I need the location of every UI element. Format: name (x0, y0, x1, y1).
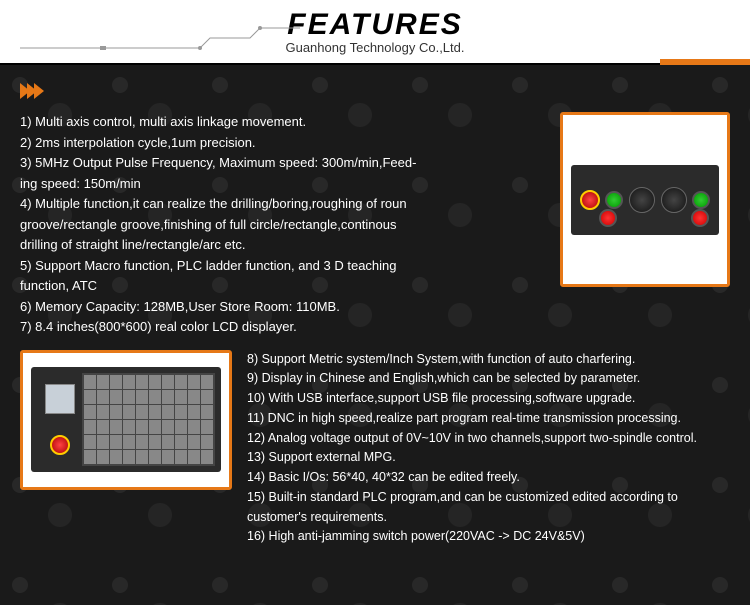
control-panel-large (31, 367, 221, 472)
red-button-icon (691, 209, 709, 227)
feature-item: drilling of straight line/rectangle/arc … (20, 235, 545, 255)
feature-item: 4) Multiple function,it can realize the … (20, 194, 545, 214)
feature-item: 16) High anti-jamming switch power(220VA… (247, 527, 730, 546)
circuit-decoration (20, 23, 300, 53)
features-list-top: 1) Multi axis control, multi axis linkag… (20, 112, 545, 338)
dial-icon (629, 187, 655, 213)
chevron-icon (20, 83, 730, 104)
top-row: 1) Multi axis control, multi axis linkag… (20, 112, 730, 338)
feature-item: 6) Memory Capacity: 128MB,User Store Roo… (20, 297, 545, 317)
panel-left-section (37, 373, 82, 466)
product-image-2 (20, 350, 232, 490)
red-button-icon (599, 209, 617, 227)
dial-icon (661, 187, 687, 213)
green-button-icon (605, 191, 623, 209)
feature-item: 10) With USB interface,support USB file … (247, 389, 730, 408)
accent-bar (660, 59, 750, 65)
product-image-1 (560, 112, 730, 287)
features-list-bottom: 8) Support Metric system/Inch System,wit… (247, 350, 730, 548)
feature-item: ing speed: 150m/min (20, 174, 545, 194)
estop-button-icon (580, 190, 600, 210)
control-panel-small (571, 165, 719, 235)
keypad-icon (82, 373, 215, 466)
feature-item: 9) Display in Chinese and English,which … (247, 369, 730, 388)
feature-item: 14) Basic I/Os: 56*40, 40*32 can be edit… (247, 468, 730, 487)
feature-item: 2) 2ms interpolation cycle,1um precision… (20, 133, 545, 153)
feature-item: 15) Built-in standard PLC program,and ca… (247, 488, 730, 507)
bottom-row: 8) Support Metric system/Inch System,wit… (20, 350, 730, 548)
screen-icon (45, 384, 75, 414)
feature-item: customer's requirements. (247, 508, 730, 527)
feature-item: 1) Multi axis control, multi axis linkag… (20, 112, 545, 132)
feature-item: 3) 5MHz Output Pulse Frequency, Maximum … (20, 153, 545, 173)
main-content: 1) Multi axis control, multi axis linkag… (0, 65, 750, 605)
feature-item: groove/rectangle groove,finishing of ful… (20, 215, 545, 235)
feature-item: 13) Support external MPG. (247, 448, 730, 467)
feature-item: function, ATC (20, 276, 545, 296)
header: FEATURES Guanhong Technology Co.,Ltd. (0, 0, 750, 65)
feature-item: 11) DNC in high speed,realize part progr… (247, 409, 730, 428)
green-button-icon (692, 191, 710, 209)
feature-item: 5) Support Macro function, PLC ladder fu… (20, 256, 545, 276)
feature-item: 8) Support Metric system/Inch System,wit… (247, 350, 730, 369)
feature-item: 12) Analog voltage output of 0V~10V in t… (247, 429, 730, 448)
estop-button-icon (50, 435, 70, 455)
feature-item: 7) 8.4 inches(800*600) real color LCD di… (20, 317, 545, 337)
